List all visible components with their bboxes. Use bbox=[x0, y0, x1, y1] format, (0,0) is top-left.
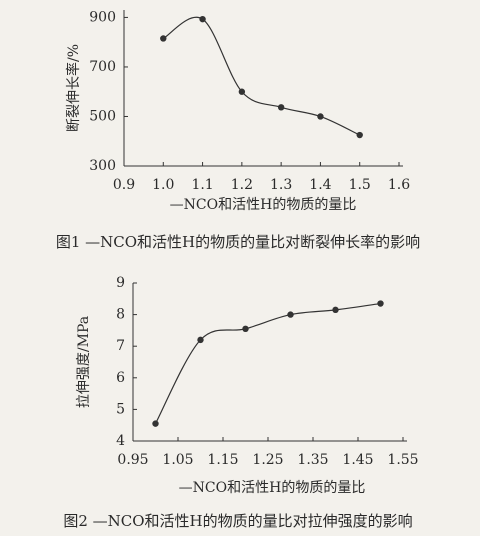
data-point bbox=[160, 35, 167, 42]
y-axis-label: 拉伸强度/MPa bbox=[76, 316, 92, 408]
data-line bbox=[154, 302, 381, 424]
x-axis-label: —NCO和活性H的物质的量比 bbox=[179, 480, 366, 496]
y-tick-label: 500 bbox=[89, 108, 116, 124]
x-tick-label: 1.4 bbox=[309, 177, 331, 193]
data-point bbox=[197, 336, 204, 344]
x-tick-label: 1.45 bbox=[342, 452, 373, 468]
y-tick-label: 900 bbox=[89, 9, 116, 25]
y-tick-label: 700 bbox=[89, 59, 116, 75]
chart-title: 图2 —NCO和活性H的物质的量比对拉伸强度的影响 bbox=[63, 512, 412, 530]
x-tick-label: 1.2 bbox=[231, 177, 253, 193]
data-point bbox=[317, 113, 324, 120]
y-tick-label: 8 bbox=[116, 307, 125, 323]
x-tick-label: 1.25 bbox=[252, 452, 283, 468]
x-tick-label: 1.1 bbox=[191, 177, 213, 193]
x-tick-label: 0.95 bbox=[117, 452, 148, 468]
y-tick-label: 5 bbox=[116, 401, 125, 417]
data-point bbox=[332, 306, 339, 314]
y-tick-label: 6 bbox=[116, 370, 125, 386]
data-point bbox=[199, 15, 206, 23]
x-tick-label: 0.9 bbox=[113, 177, 135, 193]
x-tick-label: 1.3 bbox=[270, 177, 292, 193]
x-tick-label: 1.0 bbox=[152, 177, 174, 193]
y-tick-label: 300 bbox=[89, 158, 116, 174]
x-tick-label: 1.35 bbox=[297, 452, 328, 468]
y-tick-label: 7 bbox=[116, 338, 125, 354]
data-point bbox=[238, 88, 246, 95]
x-tick-label: 1.5 bbox=[349, 177, 371, 193]
data-point bbox=[377, 300, 384, 307]
y-tick-label: 4 bbox=[116, 433, 125, 449]
data-line bbox=[162, 16, 360, 136]
data-point bbox=[242, 325, 249, 333]
chart-title: 图1 —NCO和活性H的物质的量比对断裂伸长率的影响 bbox=[56, 233, 420, 251]
data-point bbox=[277, 104, 285, 111]
y-axis-label: 断裂伸长率/% bbox=[65, 44, 82, 132]
x-axis-label: —NCO和活性H的物质的量比 bbox=[170, 197, 357, 213]
x-tick-label: 1.55 bbox=[387, 452, 418, 468]
x-tick-label: 1.15 bbox=[207, 452, 238, 468]
x-tick-label: 1.05 bbox=[162, 452, 193, 468]
data-point bbox=[287, 311, 294, 318]
y-tick-label: 9 bbox=[116, 275, 125, 291]
data-point bbox=[152, 420, 159, 427]
data-point bbox=[356, 131, 363, 139]
x-tick-label: 1.6 bbox=[388, 177, 410, 193]
